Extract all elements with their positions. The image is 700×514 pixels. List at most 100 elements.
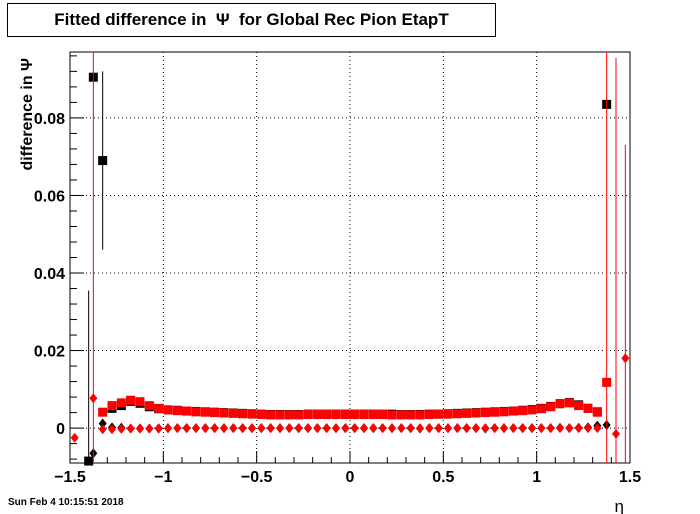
y-tick-label: 0	[56, 421, 65, 438]
data-point	[434, 409, 444, 419]
x-tick-label: 1	[532, 469, 541, 486]
data-point	[462, 423, 471, 434]
data-point	[621, 353, 630, 364]
data-point	[509, 423, 518, 434]
data-point	[322, 423, 331, 434]
data-point	[480, 408, 490, 418]
data-point	[200, 407, 210, 417]
plot-frame	[69, 51, 631, 464]
chart-title: Fitted difference in Ψ for Global Rec Pi…	[7, 3, 496, 37]
data-point	[471, 408, 481, 418]
data-point	[481, 423, 490, 434]
data-point	[369, 423, 378, 434]
data-point	[565, 423, 574, 434]
data-point	[574, 401, 584, 411]
data-point	[490, 407, 500, 417]
data-point	[462, 408, 472, 418]
data-point	[444, 423, 452, 434]
x-tick-label: 0.5	[432, 469, 454, 486]
y-tick-label: 0.08	[34, 111, 65, 128]
data-point	[247, 409, 257, 419]
data-point	[424, 410, 434, 420]
data-point	[574, 423, 583, 434]
data-point	[527, 405, 537, 415]
data-point	[415, 410, 425, 420]
y-tick-label: 0.04	[34, 266, 65, 283]
data-point	[182, 406, 192, 416]
data-point	[304, 423, 312, 434]
data-point	[248, 423, 256, 434]
data-point	[98, 407, 108, 417]
data-point	[434, 423, 443, 434]
data-point	[396, 410, 406, 420]
data-point	[164, 423, 172, 434]
data-point	[387, 410, 397, 420]
data-point	[228, 408, 238, 418]
data-point	[238, 409, 248, 419]
data-point	[182, 423, 191, 434]
data-point	[340, 410, 350, 420]
data-point	[256, 410, 266, 420]
data-point	[201, 423, 210, 434]
data-point	[546, 423, 555, 434]
data-point	[331, 410, 341, 420]
footer-date: Sun Feb 4 10:15:51 2018	[8, 497, 124, 508]
data-point	[98, 424, 107, 435]
data-point	[378, 410, 388, 420]
data-point	[98, 156, 108, 166]
data-point	[564, 398, 574, 408]
data-point	[126, 423, 135, 434]
data-point	[546, 402, 556, 412]
data-point	[584, 423, 592, 434]
data-point	[518, 423, 527, 434]
y-tick-label: 0.02	[34, 344, 65, 361]
data-point	[425, 423, 434, 434]
data-point	[107, 401, 117, 411]
data-point	[135, 397, 145, 407]
data-point	[537, 423, 546, 434]
data-point	[84, 456, 94, 466]
data-point	[360, 423, 368, 434]
data-point	[499, 407, 509, 417]
data-point	[350, 410, 360, 420]
data-point	[312, 410, 322, 420]
y-axis-label: difference in Ψ	[19, 58, 36, 171]
data-point	[378, 423, 387, 434]
data-point	[416, 423, 424, 434]
data-point	[472, 423, 480, 434]
data-point	[303, 410, 313, 420]
data-point	[406, 410, 416, 420]
data-point	[144, 401, 154, 411]
data-point	[368, 410, 378, 420]
data-point	[294, 423, 303, 434]
data-point	[313, 423, 322, 434]
data-point	[583, 403, 593, 413]
data-point	[388, 423, 396, 434]
data-point	[518, 406, 528, 416]
data-point	[275, 410, 285, 420]
data-point	[117, 423, 126, 434]
data-point	[443, 409, 453, 419]
data-point	[163, 405, 173, 415]
data-point	[116, 398, 126, 408]
data-point	[612, 428, 620, 439]
data-point	[285, 423, 294, 434]
data-point	[452, 409, 462, 419]
data-point	[266, 410, 276, 420]
data-point	[592, 407, 602, 417]
data-point	[453, 423, 462, 434]
data-point	[284, 410, 294, 420]
x-tick-label: −0.5	[241, 469, 273, 486]
data-point	[294, 410, 304, 420]
data-point	[528, 423, 536, 434]
data-point	[70, 432, 79, 443]
x-tick-label: 0	[346, 469, 355, 486]
data-point	[229, 423, 238, 434]
data-point	[536, 404, 546, 414]
data-point	[406, 423, 415, 434]
data-point	[556, 423, 564, 434]
x-axis-label: η	[615, 497, 624, 514]
data-point	[126, 395, 136, 405]
data-point	[332, 423, 340, 434]
